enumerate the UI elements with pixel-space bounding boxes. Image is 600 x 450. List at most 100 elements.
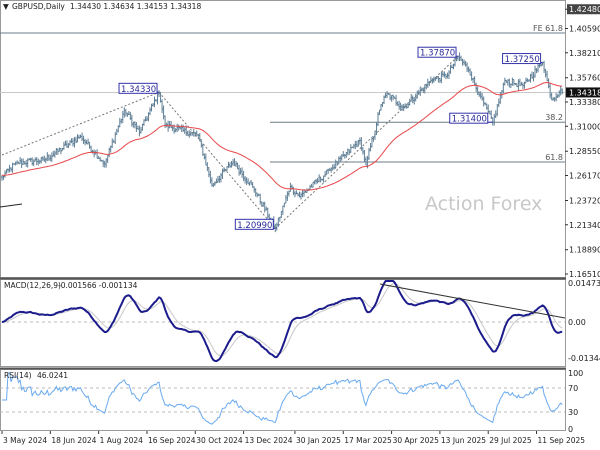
ohlc-bar — [337, 156, 340, 165]
current-price-box — [566, 87, 600, 98]
date-tick-label: 29 Jul 2025 — [489, 436, 532, 445]
price-tick-label: 1.21340 — [569, 221, 600, 230]
ohlc-bar — [207, 167, 210, 178]
ohlc-bar — [283, 202, 286, 208]
ohlc-bar — [280, 210, 283, 219]
watermark: Action Forex — [425, 193, 542, 215]
ohlc-bar — [263, 201, 266, 213]
ohlc-bar — [115, 128, 118, 136]
ohlc-bar — [318, 174, 321, 183]
macd-tick-label: 0.00 — [568, 318, 586, 327]
rsi-tick-label: 30 — [568, 408, 578, 417]
fib-level-label: 38.2 — [545, 113, 563, 122]
ohlc-bar — [53, 150, 56, 158]
price-tick-label: 1.33380 — [569, 98, 600, 107]
ohlc-bar — [481, 93, 484, 101]
ohlc-bar — [71, 138, 74, 147]
ohlc-bar — [372, 136, 375, 142]
swing-label-text: 1.20990 — [237, 221, 272, 231]
ohlc-bar — [4, 170, 7, 178]
ohlc-bar — [449, 64, 452, 74]
macd-trendline — [379, 283, 566, 319]
swing-label-box — [417, 46, 457, 58]
chart-symbol-indicator-icon[interactable]: ▼ — [3, 2, 9, 11]
ohlc-bar — [390, 95, 393, 102]
ohlc-bar — [126, 112, 129, 118]
rsi-panel-frame — [0, 369, 566, 431]
ohlc-bar — [148, 107, 151, 116]
ohlc-bar — [467, 66, 470, 73]
swing-label-text: 1.34330 — [121, 85, 156, 95]
ohlc-bar — [426, 78, 429, 88]
date-tick-label: 30 Apr 2025 — [393, 436, 440, 445]
ohlc-bar — [52, 150, 55, 157]
ohlc-bar — [458, 52, 461, 62]
macd-line — [1, 280, 563, 363]
ohlc-bar — [213, 181, 216, 186]
ohlc-bar — [161, 99, 164, 114]
ohlc-bar — [496, 104, 499, 117]
ohlc-bar — [508, 78, 511, 88]
ohlc-bar — [491, 117, 494, 126]
ohlc-bar — [543, 60, 546, 73]
rsi-value: 46.0241 — [37, 371, 68, 380]
ohlc-bar — [457, 55, 460, 61]
macd-panel-frame — [0, 279, 566, 367]
swing-label-text: 1.37250 — [505, 55, 540, 65]
ohlc-bar — [20, 158, 23, 169]
ohlc-bar — [204, 153, 207, 166]
ohlc-bar — [189, 131, 192, 137]
ohlc-bar — [238, 164, 241, 176]
ohlc-bar — [395, 94, 398, 106]
ohlc-bar — [546, 70, 549, 82]
trendline-dashed — [158, 91, 276, 229]
ohlc-bar — [360, 137, 363, 151]
ohlc-bar — [278, 216, 281, 222]
ohlc-bar — [312, 181, 315, 188]
price-max-box — [567, 4, 600, 15]
ohlc-bar — [247, 178, 250, 185]
ohlc-bar — [215, 178, 218, 184]
ohlc-bar — [93, 149, 96, 158]
ohlc-bar — [342, 151, 345, 157]
date-tick-label: 3 May 2024 — [3, 436, 47, 445]
ohlc-bar — [152, 103, 154, 107]
date-tick-label: 1 Aug 2024 — [100, 436, 143, 445]
date-tick-label: 13 Jun 2025 — [441, 436, 486, 445]
ohlc-bar — [106, 154, 109, 164]
ohlc-bar — [544, 68, 547, 78]
price-tick-label: 1.18890 — [569, 246, 600, 255]
trendline-segment — [0, 203, 23, 208]
ohlc-bar — [99, 156, 102, 162]
ohlc-bar — [153, 96, 156, 108]
ohlc-bar — [324, 170, 327, 178]
date-tick-label: 11 Sep 2025 — [538, 436, 586, 445]
ohlc-bar — [47, 154, 50, 161]
ohlc-bar — [464, 60, 467, 67]
ohlc-bar — [135, 122, 138, 133]
ohlc-bar — [118, 117, 121, 128]
ohlc-bar — [14, 161, 17, 166]
ohlc-bar — [162, 105, 165, 120]
price-tick-label: 1.28550 — [569, 147, 600, 156]
ohlc-bar — [469, 68, 472, 76]
ohlc-bar — [281, 205, 284, 215]
ohlc-bar — [437, 75, 440, 83]
ohlc-bar — [512, 79, 515, 86]
ohlc-bar — [389, 93, 392, 101]
rsi-line — [2, 371, 563, 425]
ohlc-bar — [241, 167, 244, 178]
ohlc-bar — [174, 128, 177, 133]
ohlc-bar — [429, 76, 432, 83]
ohlc-bar — [221, 168, 224, 180]
ohlc-bar — [254, 188, 257, 197]
ohlc-bar — [138, 125, 141, 137]
ohlc-bar — [76, 134, 79, 143]
ohlc-bar — [46, 152, 49, 162]
ohlc-bar — [232, 158, 235, 167]
ohlc-bar — [44, 157, 47, 164]
ohlc-bar — [81, 132, 84, 142]
ohlc-bar — [425, 83, 428, 90]
ohlc-bar — [558, 90, 561, 98]
ohlc-bar — [284, 195, 287, 204]
